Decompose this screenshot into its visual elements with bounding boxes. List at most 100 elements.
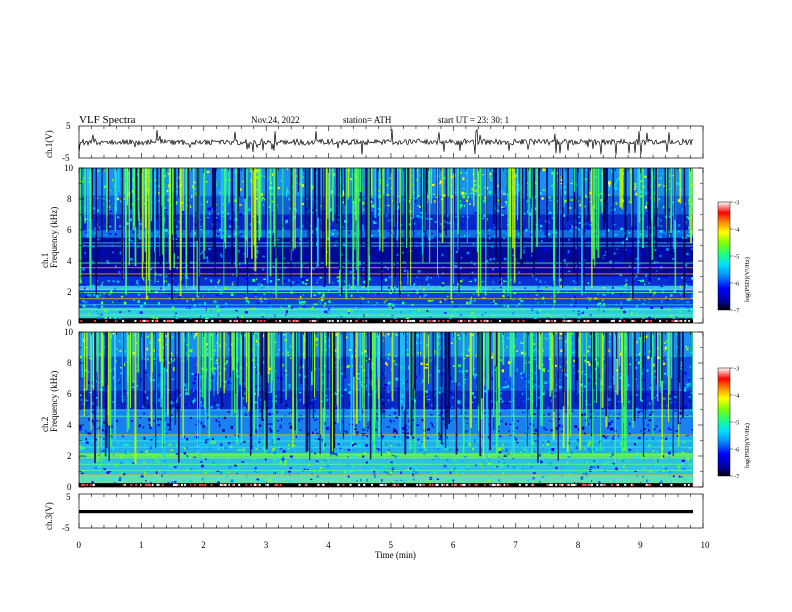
spectrogram-speckle bbox=[678, 169, 680, 172]
spectrogram-speckle bbox=[424, 294, 427, 296]
spectrogram-speckle bbox=[402, 220, 404, 222]
spectrogram-speckle bbox=[79, 233, 81, 236]
spectrogram-speckle bbox=[385, 184, 388, 186]
spectrogram-speckle bbox=[432, 426, 435, 428]
spectrogram-speckle bbox=[413, 191, 416, 193]
spectrogram-speckle bbox=[168, 428, 172, 431]
spectrogram-speckle bbox=[472, 261, 476, 263]
spectrogram-speckle bbox=[335, 260, 338, 263]
spectrogram-speckle bbox=[680, 319, 683, 322]
spectrogram-sferic bbox=[381, 168, 384, 253]
spectrogram-speckle bbox=[277, 187, 280, 189]
spectrogram-speckle bbox=[291, 411, 293, 414]
spectrogram-speckle bbox=[602, 245, 605, 248]
spectrogram-speckle bbox=[494, 302, 497, 305]
spectrogram-speckle bbox=[534, 218, 537, 221]
spectrogram-sferic bbox=[244, 168, 247, 265]
spectrogram-speckle bbox=[676, 182, 679, 186]
spectrogram-speckle bbox=[359, 307, 361, 310]
spectrogram-speckle bbox=[691, 310, 693, 313]
spectrogram-speckle bbox=[638, 436, 641, 440]
spectrogram-sferic bbox=[612, 168, 615, 202]
spectrogram-speckle bbox=[135, 385, 139, 387]
spectrogram-speckle bbox=[283, 455, 285, 457]
spectrogram-sferic bbox=[630, 168, 632, 204]
spectrogram-speckle bbox=[563, 199, 567, 203]
spectrogram-speckle bbox=[337, 214, 340, 216]
spectrogram-speckle bbox=[535, 278, 537, 281]
spectrogram-sferic bbox=[383, 168, 385, 195]
spectrogram-speckle bbox=[189, 191, 193, 195]
spectrogram-speckle bbox=[493, 257, 495, 261]
spectrogram-speckle bbox=[494, 268, 497, 271]
spectrogram-speckle bbox=[119, 380, 121, 383]
spectrogram-speckle bbox=[527, 181, 530, 184]
spectrogram-speckle bbox=[419, 295, 421, 298]
spectrogram-speckle bbox=[504, 422, 507, 426]
spectrogram-speckle bbox=[646, 235, 648, 237]
spectrogram-speckle bbox=[79, 447, 83, 451]
spectrogram-speckle bbox=[297, 284, 299, 287]
spectrogram-speckle bbox=[466, 354, 469, 357]
spectrogram-speckle bbox=[653, 397, 657, 399]
spectrogram-sferic bbox=[148, 168, 151, 293]
spectrogram-speckle bbox=[466, 422, 469, 424]
spectrogram-sferic bbox=[528, 168, 530, 230]
spectrogram-speckle bbox=[562, 317, 565, 320]
spectrogram-speckle bbox=[249, 207, 251, 211]
spectrogram-sferic bbox=[235, 168, 237, 268]
spectrogram-speckle bbox=[332, 305, 334, 307]
spectrogram-speckle bbox=[631, 319, 634, 322]
spectrogram-speckle bbox=[637, 263, 641, 265]
spectrogram-speckle bbox=[443, 218, 446, 220]
spectrogram-speckle bbox=[665, 416, 669, 418]
spectrogram-speckle bbox=[108, 199, 110, 202]
spectrogram-speckle bbox=[376, 213, 380, 216]
spectrogram-speckle bbox=[133, 299, 135, 301]
spectrogram-speckle bbox=[110, 189, 112, 191]
spectrogram-speckle bbox=[210, 379, 212, 382]
spectrogram-speckle bbox=[85, 288, 88, 290]
spectrogram-speckle bbox=[197, 296, 200, 298]
spectrogram-sferic bbox=[124, 168, 126, 230]
spectrogram-speckle bbox=[577, 228, 581, 231]
spectrogram-speckle bbox=[87, 381, 90, 384]
spectrogram-speckle bbox=[658, 220, 660, 223]
spectrogram-speckle bbox=[684, 405, 687, 407]
spectrogram-speckle bbox=[288, 480, 291, 484]
spectrogram-speckle bbox=[108, 244, 111, 246]
spectrogram-speckle bbox=[330, 232, 333, 234]
spectrogram-sferic bbox=[624, 168, 626, 263]
spectrogram-speckle bbox=[416, 276, 419, 278]
spectrogram-speckle bbox=[471, 420, 474, 422]
spectrogram-sferic bbox=[327, 168, 329, 219]
spectrogram-speckle bbox=[242, 440, 246, 443]
spectrogram-speckle bbox=[212, 462, 215, 464]
spectrogram-speckle bbox=[522, 319, 525, 322]
spectrogram-speckle bbox=[166, 189, 169, 193]
spectrogram-speckle bbox=[156, 418, 160, 421]
spectrogram-sferic bbox=[692, 168, 693, 236]
spectrogram-speckle bbox=[467, 347, 471, 351]
spectrogram-speckle bbox=[566, 235, 568, 237]
spectrogram-speckle bbox=[620, 292, 623, 295]
spectrogram-speckle bbox=[159, 382, 161, 385]
spectrogram-speckle bbox=[427, 396, 430, 399]
spectrogram-speckle bbox=[206, 273, 209, 276]
spectrogram-speckle bbox=[269, 470, 273, 474]
spectrogram-speckle bbox=[616, 248, 619, 251]
spectrogram-speckle bbox=[648, 301, 650, 304]
spectrogram-speckle bbox=[656, 459, 659, 463]
spectrogram-speckle bbox=[165, 181, 168, 184]
spectrogram-sferic bbox=[594, 168, 596, 267]
spectrogram-sferic bbox=[220, 168, 223, 240]
spectrogram-sferic bbox=[666, 168, 668, 233]
spectrogram-speckle bbox=[220, 443, 223, 446]
spectrogram-speckle bbox=[603, 358, 605, 360]
spectrogram-speckle bbox=[307, 402, 310, 405]
spectrogram-speckle bbox=[280, 306, 282, 309]
spectrogram-speckle bbox=[335, 240, 337, 242]
spectrogram-speckle bbox=[381, 270, 383, 272]
spectrogram-speckle bbox=[503, 305, 506, 307]
spectrogram-speckle bbox=[603, 478, 606, 480]
